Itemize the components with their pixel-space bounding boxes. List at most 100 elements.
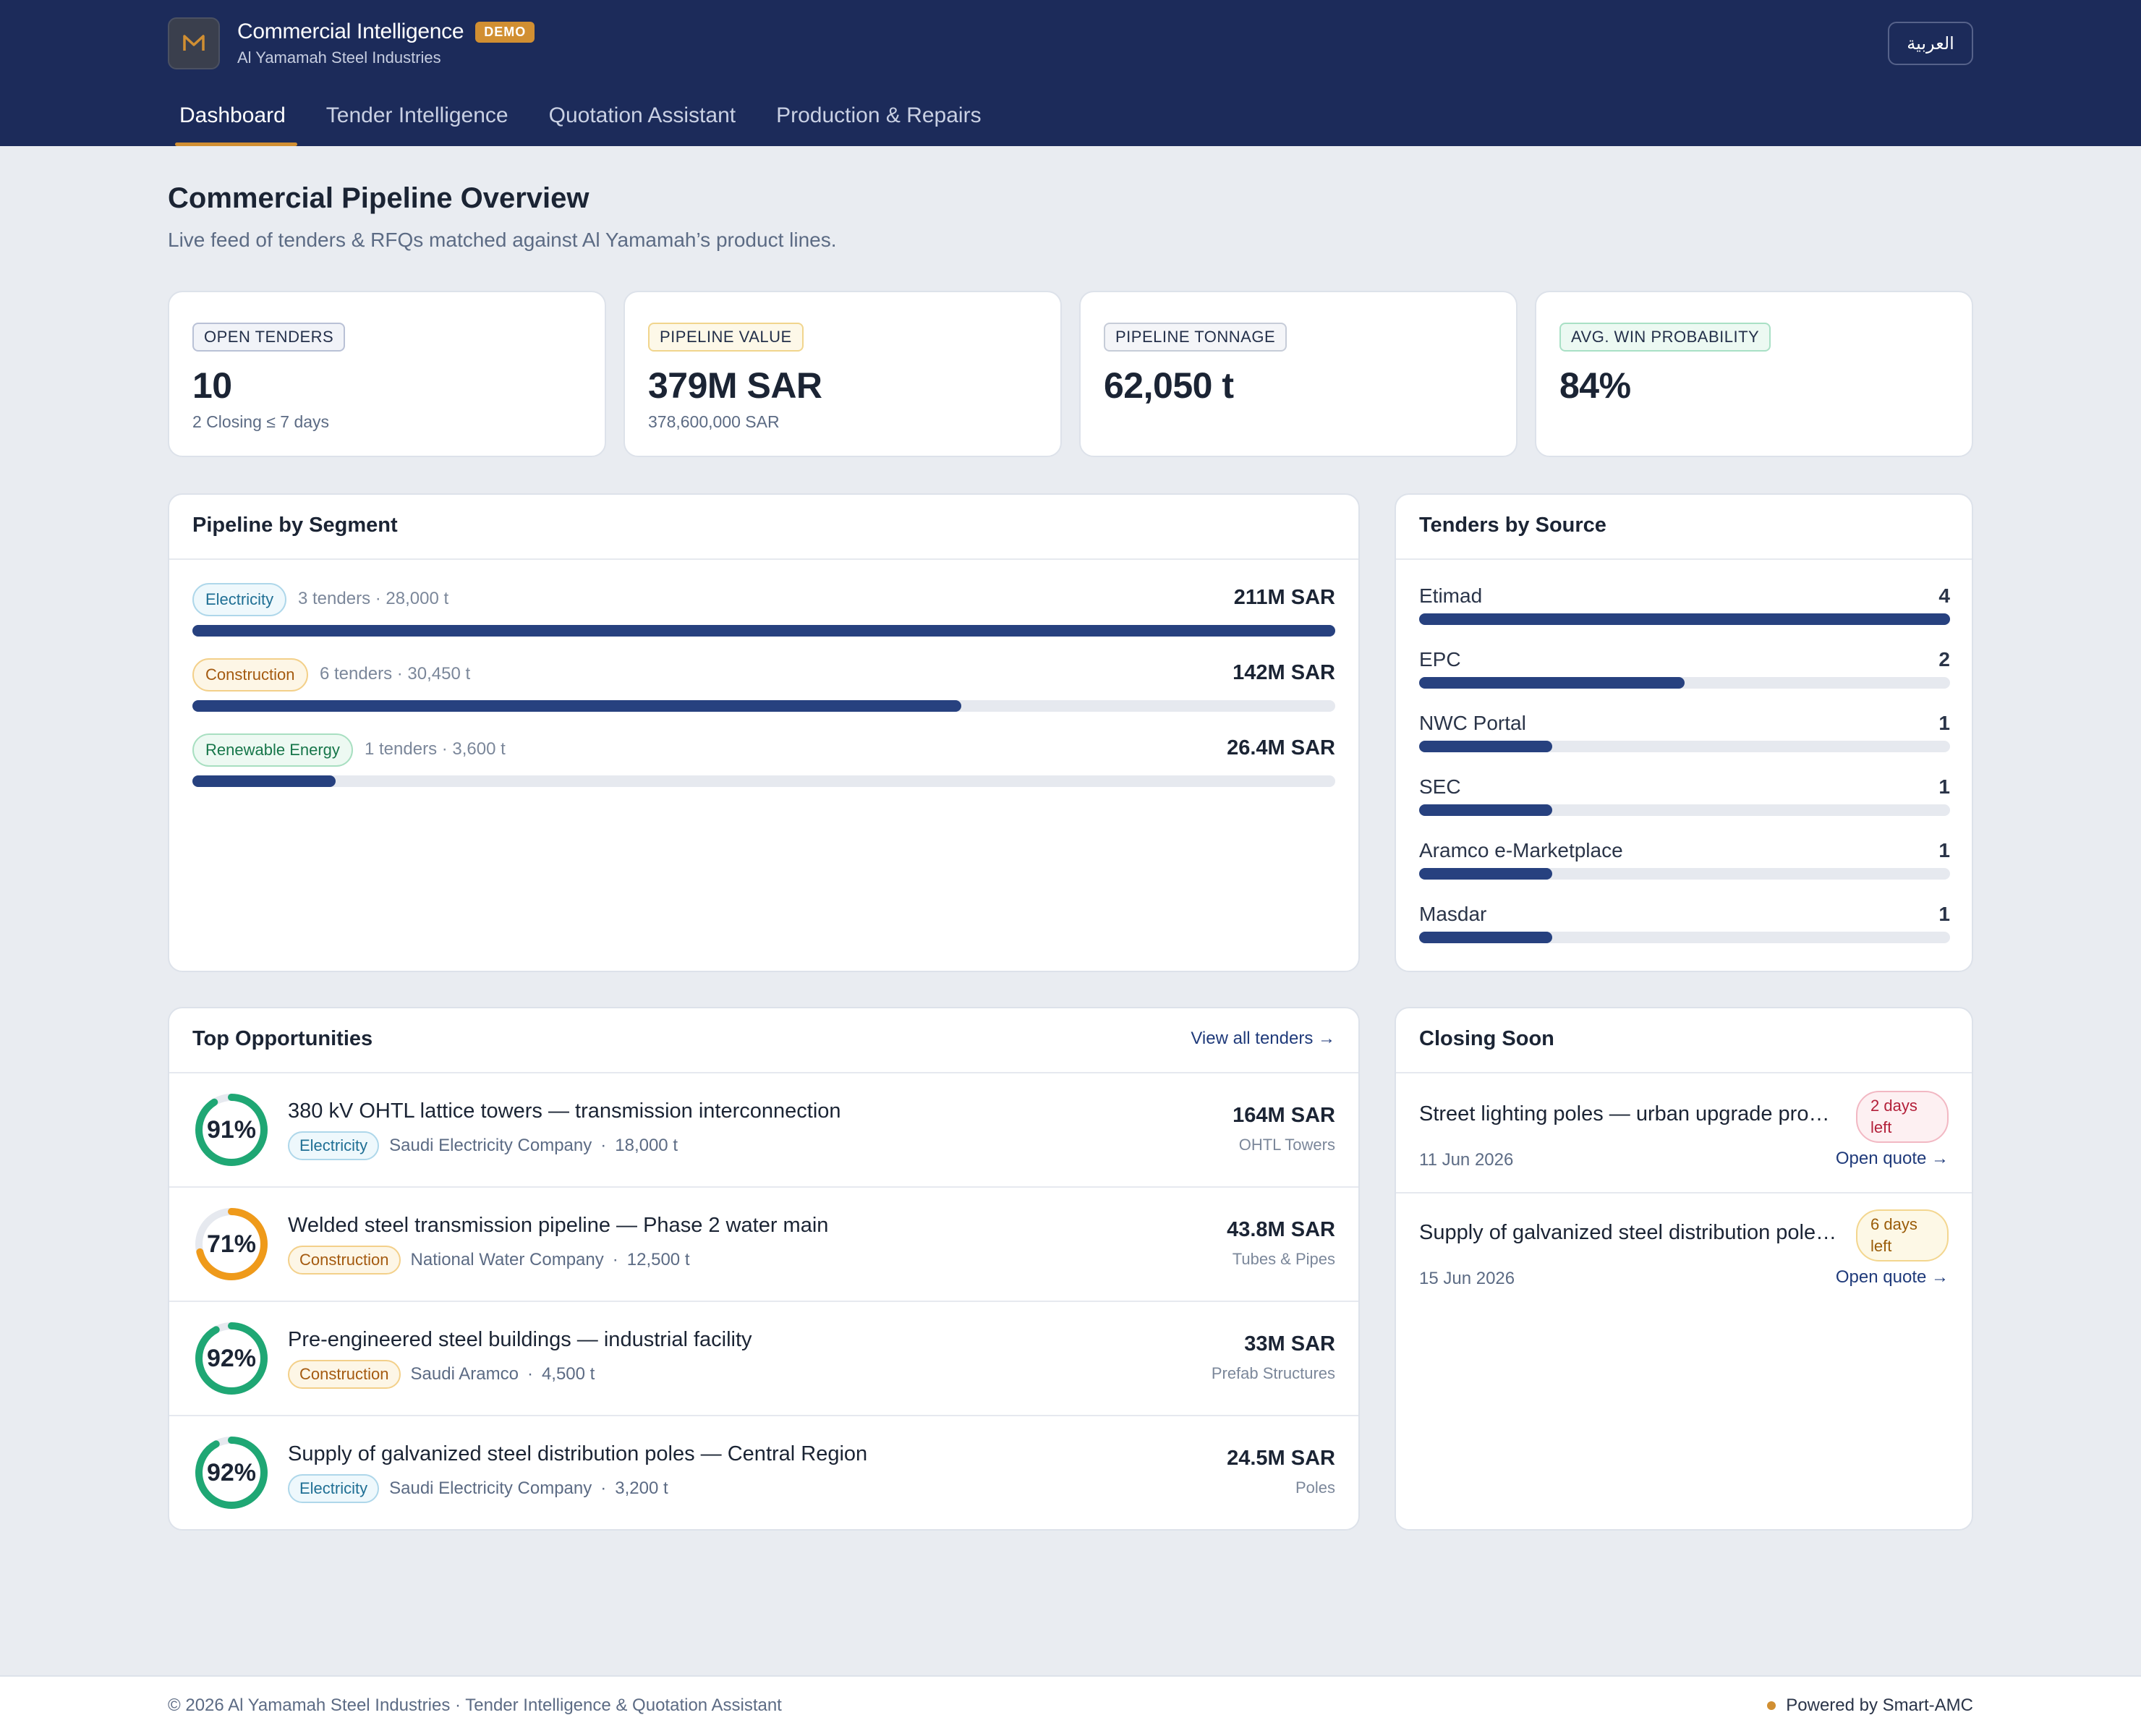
tab-dashboard[interactable]: Dashboard xyxy=(168,98,297,146)
source-row[interactable]: Masdar 1 xyxy=(1419,903,1950,966)
segment-chip: Renewable Energy xyxy=(192,733,353,767)
opportunity-value: 164M SAR xyxy=(1233,1104,1335,1127)
source-name: NWC Portal xyxy=(1419,712,1526,734)
segment-bar-track xyxy=(192,625,1335,637)
product-category: Prefab Structures xyxy=(1211,1364,1335,1382)
opportunity-title: Welded steel transmission pipeline — Pha… xyxy=(288,1214,829,1237)
open-quote-link[interactable]: Open quote → xyxy=(1835,1149,1949,1168)
tab-production-repairs[interactable]: Production & Repairs xyxy=(776,103,982,127)
view-all-tenders-link[interactable]: View all tenders → xyxy=(1191,1029,1335,1048)
closing-title: Street lighting poles — urban upgrade pr… xyxy=(1419,1102,1839,1126)
win-probability-value: 92% xyxy=(206,1458,257,1486)
segment-row[interactable]: Renewable Energy 1 tenders · 3,600 t 26.… xyxy=(192,733,1335,799)
source-bar-fill xyxy=(1419,932,1552,943)
opportunity-value: 33M SAR xyxy=(1244,1332,1335,1356)
opportunity-title: Supply of galvanized steel distribution … xyxy=(288,1442,868,1465)
top-header: Commercial Intelligence DEMO Al Yamamah … xyxy=(0,0,2141,146)
divider xyxy=(169,558,1358,560)
opportunity-row[interactable]: 91% 380 kV OHTL lattice towers — transmi… xyxy=(169,1072,1358,1186)
segment-value: 26.4M SAR xyxy=(1227,736,1335,760)
opportunity-value: 24.5M SAR xyxy=(1227,1447,1335,1470)
closing-row[interactable]: Supply of galvanized steel distribution … xyxy=(1396,1192,1972,1311)
brand[interactable]: Commercial Intelligence DEMO Al Yamamah … xyxy=(168,17,535,69)
footer-copyright: © 2026 Al Yamamah Steel Industries · Ten… xyxy=(168,1695,782,1715)
language-toggle-button[interactable]: العربية xyxy=(1888,22,1973,65)
product-category: Tubes & Pipes xyxy=(1232,1250,1335,1268)
source-bar-fill xyxy=(1419,613,1950,625)
top-opportunities-card: Top Opportunities View all tenders → 91%… xyxy=(168,1007,1360,1531)
separator: · xyxy=(600,1136,607,1155)
card-title: Closing Soon xyxy=(1419,1027,1554,1050)
kpi-value: 10 xyxy=(192,365,232,406)
closing-date: 11 Jun 2026 xyxy=(1419,1150,1514,1170)
segment-bar-fill xyxy=(192,775,336,787)
opportunity-meta: Electricity Saudi Electricity Company · … xyxy=(288,1131,678,1160)
opportunity-row[interactable]: 92% Pre-engineered steel buildings — ind… xyxy=(169,1301,1358,1415)
card-title: Top Opportunities xyxy=(192,1027,373,1050)
client-name: National Water Company xyxy=(410,1250,604,1269)
divider xyxy=(1396,1072,1972,1073)
source-bar-fill xyxy=(1419,677,1685,689)
divider xyxy=(1396,558,1972,560)
closing-date: 15 Jun 2026 xyxy=(1419,1269,1515,1288)
kpi-card-open-tenders: OPEN TENDERS 10 2 Closing ≤ 7 days xyxy=(168,291,606,457)
segment-chip: Construction xyxy=(288,1360,401,1389)
source-bar-track xyxy=(1419,804,1950,816)
win-probability-value: 92% xyxy=(206,1344,257,1372)
source-row[interactable]: EPC 2 xyxy=(1419,648,1950,712)
source-name: SEC xyxy=(1419,775,1461,798)
kpi-value: 62,050 t xyxy=(1104,365,1234,406)
tonnage: 4,500 t xyxy=(541,1364,595,1384)
source-count: 1 xyxy=(1938,775,1950,798)
source-bar-fill xyxy=(1419,741,1552,752)
segment-chip: Electricity xyxy=(288,1474,380,1503)
days-left-badge: 6 days left xyxy=(1856,1209,1949,1261)
win-probability-ring xyxy=(195,1094,268,1166)
source-count: 2 xyxy=(1938,648,1950,671)
kpi-value: 84% xyxy=(1559,365,1631,406)
tenders-by-source-card: Tenders by Source Etimad 4 EPC 2 NWC Por… xyxy=(1395,493,1973,972)
source-count: 1 xyxy=(1938,839,1950,861)
source-name: Etimad xyxy=(1419,584,1483,607)
source-row[interactable]: Aramco e-Marketplace 1 xyxy=(1419,839,1950,903)
win-probability-value: 71% xyxy=(206,1230,257,1258)
opportunity-title: 380 kV OHTL lattice towers — transmissio… xyxy=(288,1099,841,1123)
segment-value: 211M SAR xyxy=(1233,586,1335,609)
segment-chip: Construction xyxy=(288,1246,401,1275)
source-row[interactable]: Etimad 4 xyxy=(1419,584,1950,648)
opportunity-title: Pre-engineered steel buildings — industr… xyxy=(288,1328,752,1351)
divider xyxy=(1396,1192,1972,1194)
segment-chip: Electricity xyxy=(192,583,287,616)
win-probability-value: 91% xyxy=(206,1115,257,1144)
kpi-label: PIPELINE TONNAGE xyxy=(1104,323,1287,352)
source-row[interactable]: SEC 1 xyxy=(1419,775,1950,839)
client-name: Saudi Electricity Company xyxy=(389,1136,592,1155)
segment-row[interactable]: Electricity 3 tenders · 28,000 t 211M SA… xyxy=(192,583,1335,648)
open-quote-link[interactable]: Open quote → xyxy=(1835,1267,1949,1287)
company-name: Al Yamamah Steel Industries xyxy=(237,48,441,67)
source-bar-track xyxy=(1419,868,1950,880)
tonnage: 18,000 t xyxy=(615,1136,678,1155)
segment-bar-track xyxy=(192,775,1335,787)
source-bar-track xyxy=(1419,613,1950,625)
source-row[interactable]: NWC Portal 1 xyxy=(1419,712,1950,775)
source-count: 1 xyxy=(1938,712,1950,734)
opportunity-row[interactable]: 92% Supply of galvanized steel distribut… xyxy=(169,1415,1358,1529)
client-name: Saudi Aramco xyxy=(410,1364,519,1384)
days-left-badge: 2 days left xyxy=(1856,1091,1949,1143)
segment-bar-fill xyxy=(192,700,962,712)
segment-chip: Construction xyxy=(192,658,308,692)
page-title: Commercial Pipeline Overview xyxy=(168,182,589,214)
source-name: Masdar xyxy=(1419,903,1487,925)
source-bar-fill xyxy=(1419,868,1552,880)
tab-quotation-assistant[interactable]: Quotation Assistant xyxy=(548,103,736,127)
kpi-label: OPEN TENDERS xyxy=(192,323,346,352)
segment-bar-fill xyxy=(192,625,1335,637)
tab-tender-intelligence[interactable]: Tender Intelligence xyxy=(325,103,508,127)
kpi-card-pipeline-tonnage: PIPELINE TONNAGE 62,050 t xyxy=(1079,291,1518,457)
closing-row[interactable]: Street lighting poles — urban upgrade pr… xyxy=(1396,1073,1972,1192)
segment-row[interactable]: Construction 6 tenders · 30,450 t 142M S… xyxy=(192,658,1335,723)
kpi-card-avg-win-probability: AVG. WIN PROBABILITY 84% xyxy=(1535,291,1973,457)
main-nav: Dashboard Tender Intelligence Quotation … xyxy=(168,98,1010,146)
opportunity-row[interactable]: 71% Welded steel transmission pipeline —… xyxy=(169,1186,1358,1301)
